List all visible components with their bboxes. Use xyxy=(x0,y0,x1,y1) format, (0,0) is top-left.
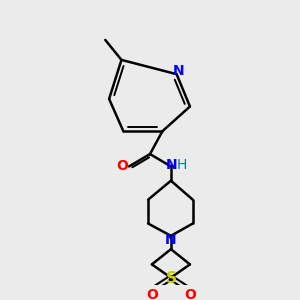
Text: O: O xyxy=(184,288,196,300)
Text: S: S xyxy=(165,271,176,286)
Text: N: N xyxy=(173,64,184,78)
Text: H: H xyxy=(176,158,187,172)
Text: O: O xyxy=(146,288,158,300)
Text: N: N xyxy=(165,233,177,247)
Text: N: N xyxy=(166,158,178,172)
Text: O: O xyxy=(116,159,128,173)
